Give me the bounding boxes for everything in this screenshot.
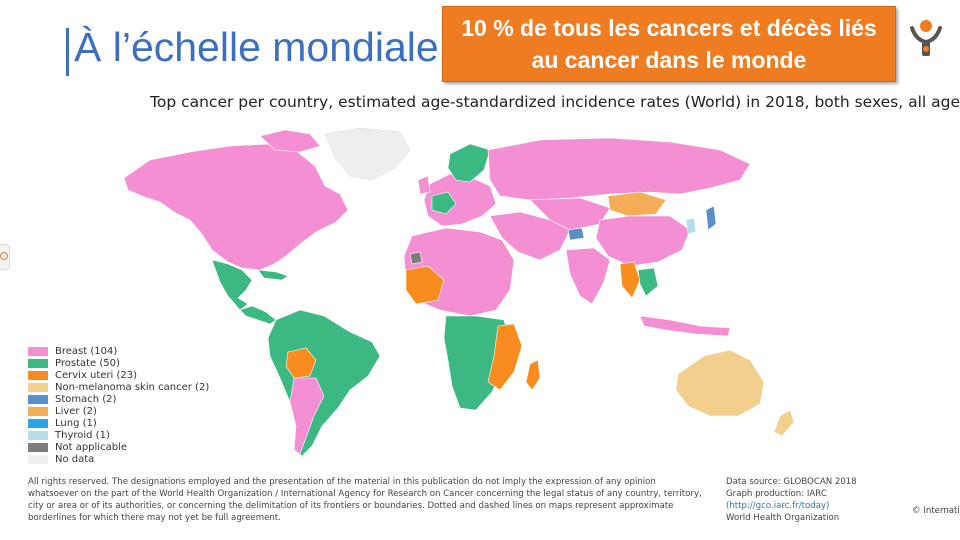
region-bolivia bbox=[285, 347, 317, 379]
source-line: World Health Organization bbox=[726, 513, 840, 523]
legend-item: Non-melanoma skin cancer (2) bbox=[28, 381, 209, 393]
circle-icon bbox=[0, 252, 8, 260]
legend-item: Breast (104) bbox=[28, 345, 209, 357]
highlight-banner: 10 % de tous les cancers et décès liés a… bbox=[442, 6, 896, 82]
legend-swatch-liver bbox=[28, 406, 48, 416]
legend-item: Liver (2) bbox=[28, 405, 209, 417]
region-southern-cone bbox=[289, 377, 325, 455]
region-madagascar bbox=[525, 359, 541, 391]
copyright-text: © Internatio bbox=[912, 506, 960, 516]
region-central-america bbox=[239, 305, 277, 325]
region-india bbox=[565, 247, 611, 305]
disclaimer-text: All rights reserved. The designations em… bbox=[28, 477, 702, 523]
legend-swatch-lung bbox=[28, 418, 48, 428]
world-map bbox=[123, 127, 795, 457]
source-line: Graph production: IARC bbox=[726, 489, 827, 499]
legend-label: Liver (2) bbox=[55, 405, 97, 417]
region-mongolia bbox=[607, 191, 667, 217]
legend-label: Prostate (50) bbox=[55, 357, 120, 369]
legend-item: Prostate (50) bbox=[28, 357, 209, 369]
legend-label: Breast (104) bbox=[55, 345, 118, 357]
legend-item: Stomach (2) bbox=[28, 393, 209, 405]
region-greenland bbox=[324, 127, 411, 181]
legend-swatch-breast bbox=[28, 346, 48, 356]
region-mexico bbox=[211, 259, 253, 311]
region-canada-islands bbox=[259, 129, 321, 153]
title-accent-bar bbox=[66, 28, 69, 76]
region-uk bbox=[417, 175, 431, 195]
region-myanmar bbox=[619, 261, 641, 299]
region-south-america bbox=[267, 309, 381, 457]
region-new-zealand bbox=[773, 409, 795, 437]
region-korea bbox=[685, 217, 697, 235]
data-source: Data source: GLOBOCAN 2018 Graph product… bbox=[726, 476, 857, 524]
legend-item: Thyroid (1) bbox=[28, 429, 209, 441]
region-stomach-patch bbox=[567, 227, 585, 241]
legend-swatch-prostate bbox=[28, 358, 48, 368]
region-not-applicable bbox=[409, 251, 423, 265]
legend-swatch-skin bbox=[28, 382, 48, 392]
region-japan bbox=[705, 205, 717, 231]
legend-label: Stomach (2) bbox=[55, 393, 117, 405]
region-western-europe bbox=[431, 191, 457, 215]
source-link[interactable]: (http://gco.iarc.fr/today) bbox=[726, 501, 830, 511]
region-middle-east bbox=[489, 211, 571, 261]
legend-item: Not applicable bbox=[28, 441, 209, 453]
legend-item: No data bbox=[28, 453, 209, 465]
region-caribbean bbox=[257, 269, 289, 281]
legend-label: Thyroid (1) bbox=[55, 429, 110, 441]
legend-swatch-thyroid bbox=[28, 430, 48, 440]
legend-swatch-cervix bbox=[28, 370, 48, 380]
legend-label: Cervix uteri (23) bbox=[55, 369, 138, 381]
region-east-africa bbox=[487, 323, 523, 391]
region-australia bbox=[675, 349, 765, 417]
banner-line-1: 10 % de tous les cancers et décès liés bbox=[461, 15, 877, 41]
logo-icon bbox=[910, 20, 942, 56]
legend-item: Lung (1) bbox=[28, 417, 209, 429]
source-line: Data source: GLOBOCAN 2018 bbox=[726, 477, 857, 487]
legend-swatch-stomach bbox=[28, 394, 48, 404]
legend-swatch-not-applicable bbox=[28, 442, 48, 452]
legend-label: No data bbox=[55, 453, 95, 465]
banner-line-2: au cancer dans le monde bbox=[531, 47, 807, 73]
region-central-africa bbox=[443, 315, 511, 411]
region-west-africa bbox=[405, 265, 445, 305]
map-legend: Breast (104) Prostate (50) Cervix uteri … bbox=[28, 345, 209, 465]
legend-label: Non-melanoma skin cancer (2) bbox=[55, 381, 210, 393]
region-southeast-asia bbox=[637, 267, 659, 297]
legend-label: Not applicable bbox=[55, 441, 127, 453]
legend-swatch-no-data bbox=[28, 454, 48, 464]
region-indonesia bbox=[639, 315, 731, 337]
region-russia bbox=[487, 137, 751, 201]
region-scandinavia bbox=[447, 143, 491, 183]
legend-item: Cervix uteri (23) bbox=[28, 369, 209, 381]
map-subtitle: Top cancer per country, estimated age-st… bbox=[150, 93, 960, 111]
slide-title: À l’échelle mondiale bbox=[74, 24, 439, 70]
side-tab-handle[interactable] bbox=[0, 244, 10, 270]
region-north-america bbox=[123, 143, 349, 271]
legend-label: Lung (1) bbox=[55, 417, 97, 429]
region-china bbox=[595, 215, 691, 267]
